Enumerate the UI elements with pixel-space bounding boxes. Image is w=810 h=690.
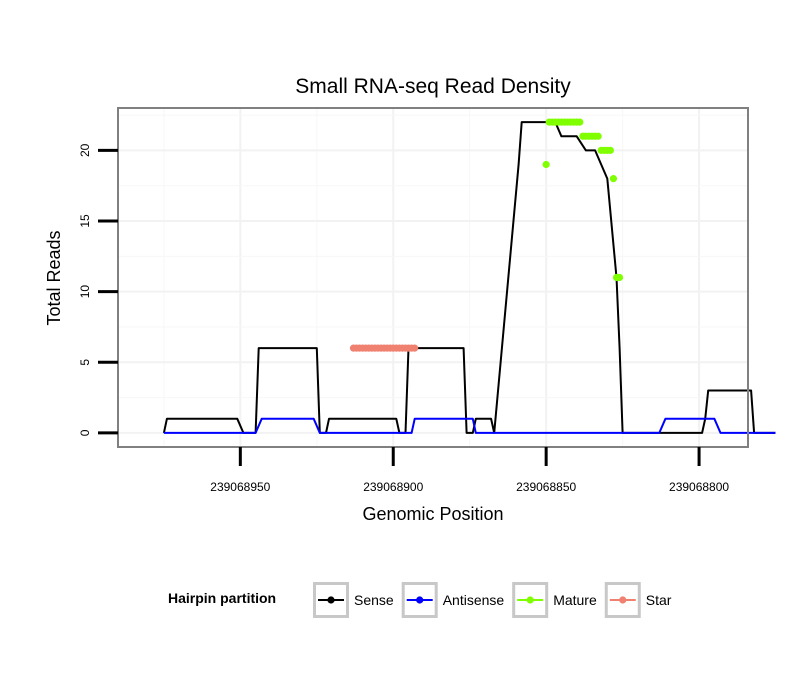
chart-title: Small RNA-seq Read Density <box>295 75 571 98</box>
y-tick-label: 15 <box>78 214 92 228</box>
series-markers <box>349 118 624 352</box>
legend-item-star: Star <box>604 582 672 618</box>
legend-label: Sense <box>354 592 394 608</box>
x-axis-title: Genomic Position <box>362 504 503 524</box>
point-mature <box>606 146 614 154</box>
series-lines <box>162 121 776 434</box>
legend-label: Star <box>646 592 672 608</box>
y-axis-title: Total Reads <box>44 230 64 325</box>
legend-label: Antisense <box>443 592 505 608</box>
legend-key-point <box>619 596 627 604</box>
x-axis: 239068950 239068900 239068850 239068800 <box>210 447 729 494</box>
point-mature <box>594 132 602 140</box>
legend-key-point <box>416 596 424 604</box>
legend-key-point <box>327 596 335 604</box>
plot-panel-border <box>117 107 749 448</box>
legend: Sense Antisense Mature Star <box>313 582 672 618</box>
x-tick-label: 239068850 <box>516 480 576 494</box>
legend-item-antisense: Antisense <box>401 582 505 618</box>
point-mature <box>609 175 618 183</box>
x-tick-label: 239068950 <box>210 480 270 494</box>
point-star <box>411 344 419 352</box>
legend-label: Mature <box>553 592 597 608</box>
y-tick-label: 10 <box>78 285 92 299</box>
legend-key-point <box>526 596 534 604</box>
series-line-antisense <box>163 417 776 434</box>
legend-title: Hairpin partition <box>168 590 276 606</box>
legend-item-mature: Mature <box>512 582 597 618</box>
y-tick-label: 0 <box>78 429 92 436</box>
point-mature <box>576 118 584 126</box>
x-tick-label: 239068900 <box>363 480 423 494</box>
grid <box>118 108 748 447</box>
y-tick-label: 5 <box>78 359 92 366</box>
point-mature <box>542 160 550 169</box>
legend-item-sense: Sense <box>313 582 394 618</box>
point-mature <box>615 273 624 282</box>
x-tick-label: 239068800 <box>669 480 729 494</box>
y-axis: 0 5 10 15 20 <box>78 143 118 436</box>
y-tick-label: 20 <box>78 143 92 157</box>
